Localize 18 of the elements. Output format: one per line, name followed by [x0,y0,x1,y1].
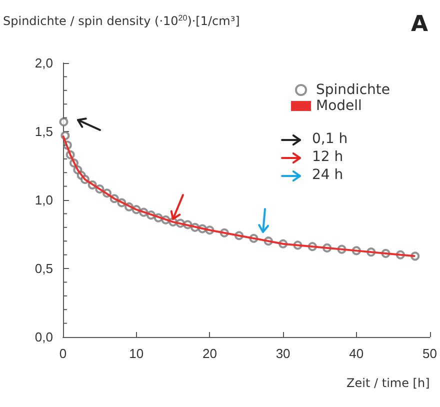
y-tick-label: 2,0 [34,56,53,70]
x-axis-title: Zeit / time [h] [346,376,430,390]
annotation: 24 h [312,167,344,183]
text: A [410,12,428,37]
y-tick-label: 1,5 [34,124,53,139]
annotation: 12 h [312,149,344,165]
legend-label: Modell [316,98,362,114]
x-tick-label: 40 [349,346,364,361]
x-tick-label: 30 [276,346,290,361]
x-tick-label: 0 [59,346,67,361]
annotation: 0,1 h [312,131,348,147]
y-tick-label: 1,0 [34,192,53,208]
x-tick-label: 50 [422,346,438,361]
x-tick-label: 10 [129,346,144,361]
x-tick-label: 20 [202,346,217,361]
y-tick-label: 0,5 [34,261,53,276]
y-tick-label: 0,0 [34,330,53,344]
legend-label: Spindichte [316,82,390,98]
